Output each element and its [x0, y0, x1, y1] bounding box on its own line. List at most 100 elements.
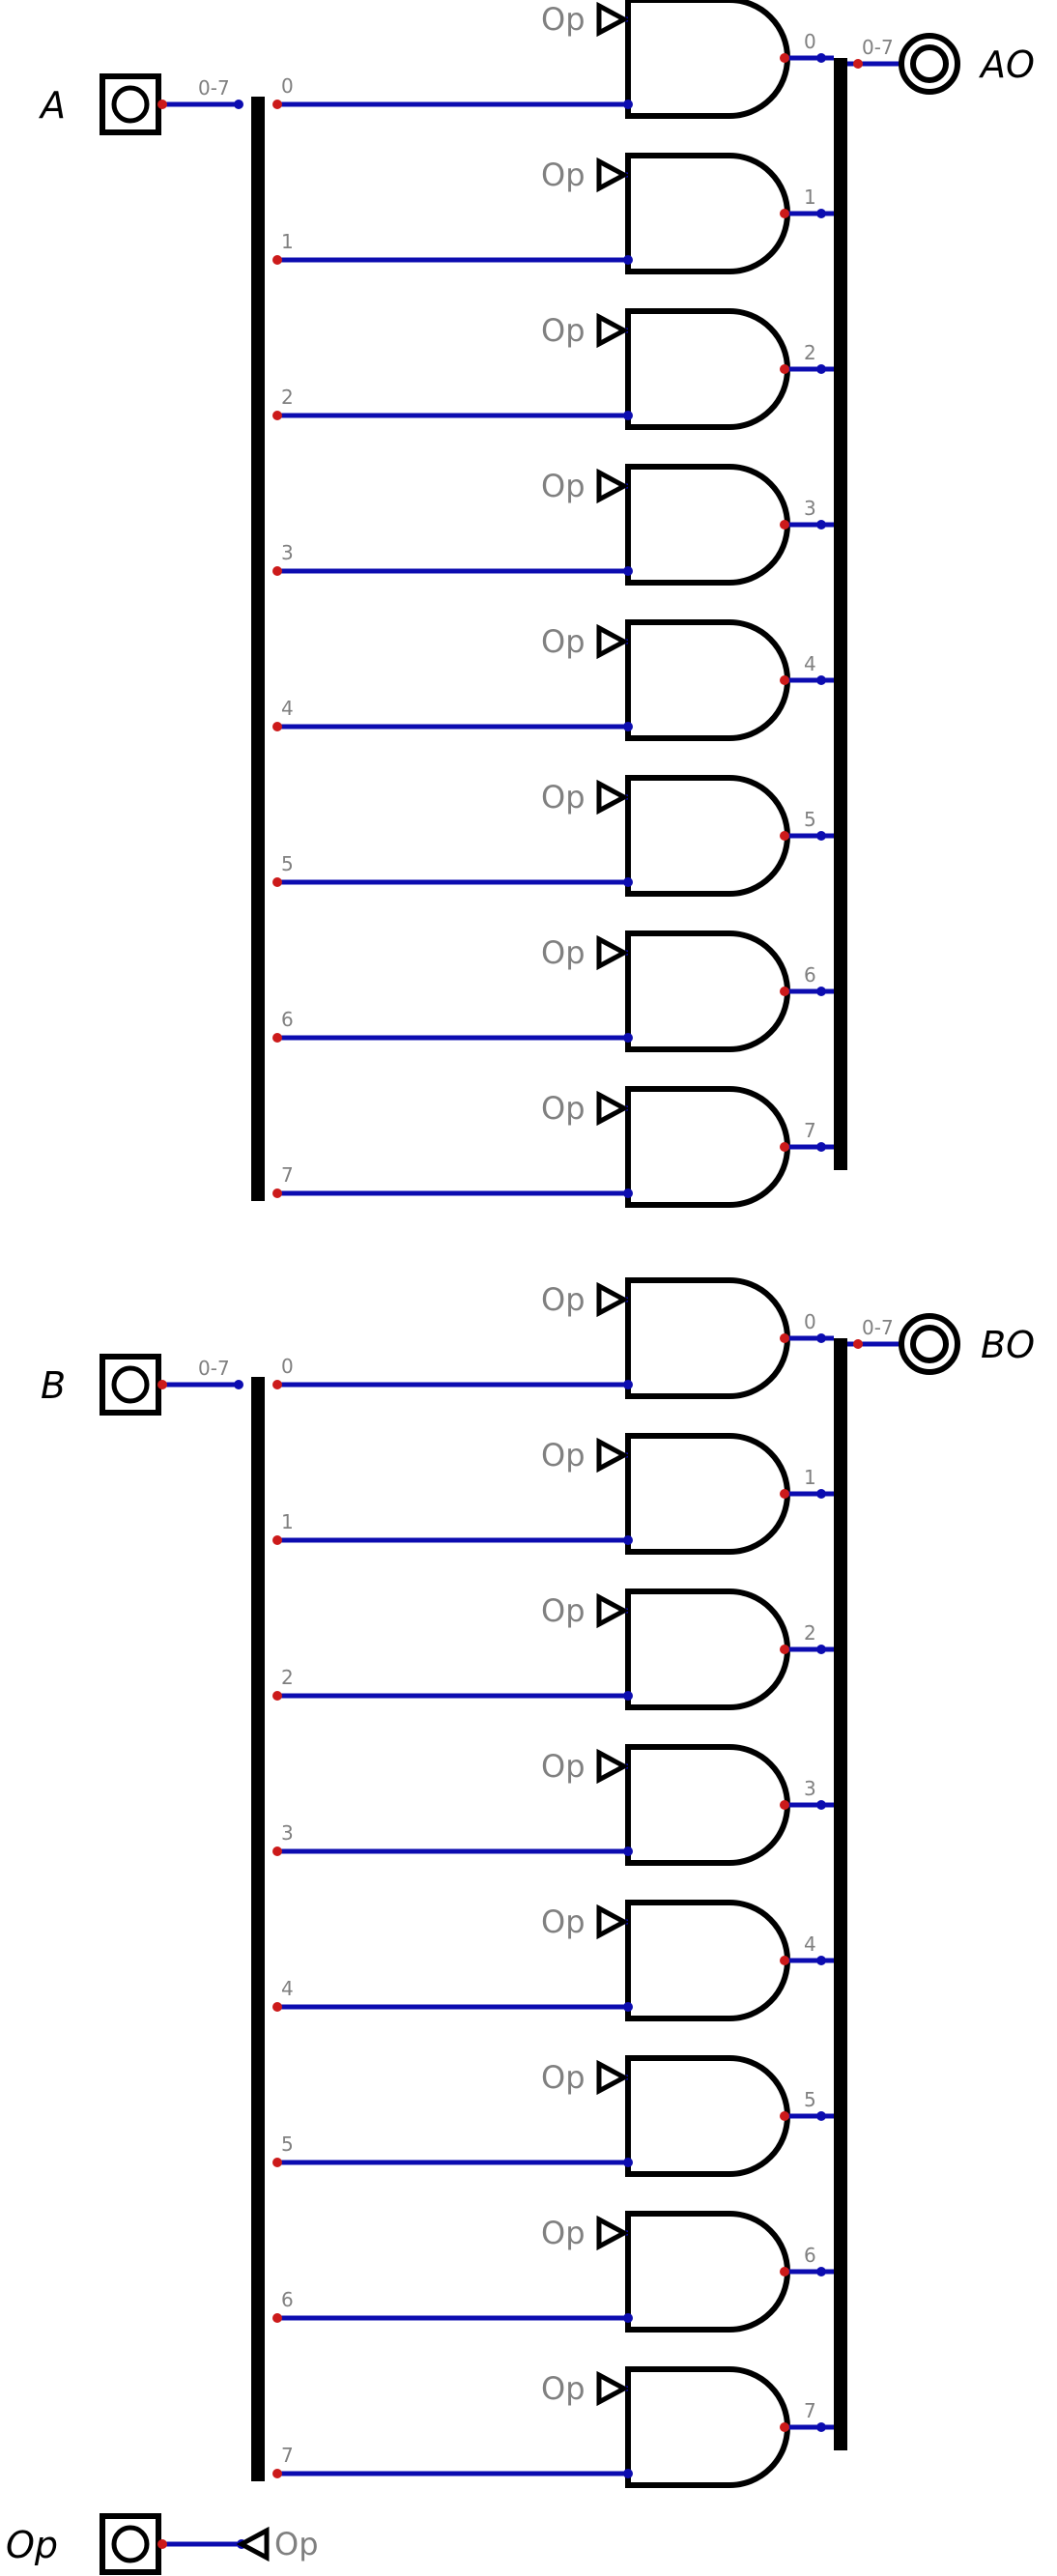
output-bit-label-4: 4	[804, 1932, 816, 1956]
gate-output-dot	[780, 987, 789, 996]
tunnel-label-op: Op	[541, 312, 586, 349]
gate-input-dot	[623, 566, 633, 576]
splitter-dot	[272, 100, 282, 109]
input-pin-circle-icon	[111, 85, 150, 124]
splitter-dot	[272, 1033, 282, 1043]
gate-input-dot	[623, 877, 633, 887]
and-gate[interactable]	[625, 308, 790, 430]
tunnel-label-op: Op	[541, 1090, 586, 1127]
op-tunnel-label: Op	[274, 2526, 319, 2562]
gate-input-dot	[623, 1188, 633, 1198]
bus-input-dot	[816, 520, 826, 530]
input-bit-label-6: 6	[281, 1008, 294, 1031]
output-pin-circle-icon	[910, 44, 949, 83]
tunnel-triangle-icon	[596, 1903, 630, 1940]
bus-input-dot	[816, 1800, 826, 1810]
output-bit-label-1: 1	[804, 1466, 816, 1489]
output-bit-label-5: 5	[804, 2088, 816, 2111]
input-pin-a[interactable]	[100, 73, 161, 135]
splitter-dot	[272, 877, 282, 887]
gate-output-dot	[780, 1800, 789, 1810]
splitter-dot	[272, 2469, 282, 2478]
gate-output-dot	[780, 1956, 789, 1965]
splitter-dot	[272, 1535, 282, 1545]
tunnel-triangle-icon	[596, 2215, 630, 2251]
output-bit-label-5: 5	[804, 808, 816, 831]
input-bit-label-4: 4	[281, 1977, 294, 2000]
tunnel-triangle-icon	[236, 2526, 270, 2562]
output-range-label: 0-7	[862, 1316, 894, 1339]
bus-input-dot	[816, 2422, 826, 2432]
splitter-dot	[272, 1380, 282, 1389]
gate-input-dot	[623, 1691, 633, 1701]
tunnel-triangle-icon	[596, 2059, 630, 2096]
and-gate[interactable]	[625, 153, 790, 274]
bus-input-dot	[816, 209, 826, 218]
and-gate[interactable]	[625, 2211, 790, 2333]
output-pin-bo[interactable]	[899, 1313, 960, 1375]
splitter-dot	[272, 2158, 282, 2167]
and-gate[interactable]	[625, 619, 790, 741]
and-gate[interactable]	[625, 1086, 790, 1208]
output-pin-circle-icon	[910, 1325, 949, 1363]
output-bit-label-0: 0	[804, 1310, 816, 1333]
block-b	[100, 1277, 960, 2488]
bus-input-dot	[816, 364, 826, 374]
tunnel-triangle-icon	[596, 779, 630, 816]
output-port-dot	[853, 59, 863, 69]
and-gate[interactable]	[625, 930, 790, 1052]
tunnel-label-op: Op	[541, 1748, 586, 1785]
tunnel-label-op: Op	[541, 1437, 586, 1474]
gate-input-dot	[623, 100, 633, 109]
tunnel-triangle-icon	[596, 1437, 630, 1474]
tunnel-triangle-icon	[596, 623, 630, 660]
and-gate[interactable]	[625, 1433, 790, 1555]
tunnel-label-op: Op	[541, 2370, 586, 2407]
and-gate[interactable]	[625, 1900, 790, 2021]
and-gate[interactable]	[625, 775, 790, 897]
and-gate[interactable]	[625, 2055, 790, 2177]
output-bit-label-0: 0	[804, 30, 816, 53]
gate-input-dot	[623, 1846, 633, 1856]
tunnel-label-op: Op	[541, 779, 586, 816]
tunnel-triangle-icon	[596, 934, 630, 971]
splitter-dot	[272, 1188, 282, 1198]
and-gate[interactable]	[625, 1277, 790, 1399]
input-pin-b[interactable]	[100, 1354, 161, 1416]
tunnel-label-op: Op	[541, 157, 586, 193]
pin-dot	[157, 100, 167, 109]
output-bit-label-6: 6	[804, 963, 816, 987]
tunnel-label-op: Op	[541, 1281, 586, 1318]
tunnel-label-op: Op	[541, 623, 586, 660]
pin-dot	[157, 2539, 167, 2549]
splitter-dot	[272, 1691, 282, 1701]
gate-input-dot	[623, 411, 633, 420]
input-bit-label-2: 2	[281, 1666, 294, 1689]
and-gate[interactable]	[625, 464, 790, 586]
and-gate[interactable]	[625, 1589, 790, 1710]
gate-output-dot	[780, 1489, 789, 1499]
bus-input-dot	[816, 675, 826, 685]
and-gate[interactable]	[625, 2366, 790, 2488]
and-gate[interactable]	[625, 1744, 790, 1866]
output-bit-label-3: 3	[804, 1777, 816, 1800]
and-gate[interactable]	[625, 0, 790, 119]
op-pin-label: Op	[6, 2524, 58, 2566]
gate-output-dot	[780, 2111, 789, 2121]
tunnel-triangle-icon	[596, 1, 630, 38]
input-bit-label-6: 6	[281, 2288, 294, 2311]
bus-input-dot	[816, 53, 826, 63]
output-pin-ao[interactable]	[899, 33, 960, 95]
gate-output-dot	[780, 675, 789, 685]
input-bit-label-1: 1	[281, 1510, 294, 1533]
input-pin-op[interactable]	[100, 2513, 161, 2575]
output-bit-label-1: 1	[804, 186, 816, 209]
splitter-dot	[272, 255, 282, 265]
gate-input-dot	[623, 255, 633, 265]
gate-output-dot	[780, 1645, 789, 1654]
tunnel-triangle-icon	[596, 1281, 630, 1318]
gate-input-dot	[623, 2313, 633, 2323]
input-range-label: 0-7	[198, 76, 230, 100]
gate-input-dot	[623, 1535, 633, 1545]
